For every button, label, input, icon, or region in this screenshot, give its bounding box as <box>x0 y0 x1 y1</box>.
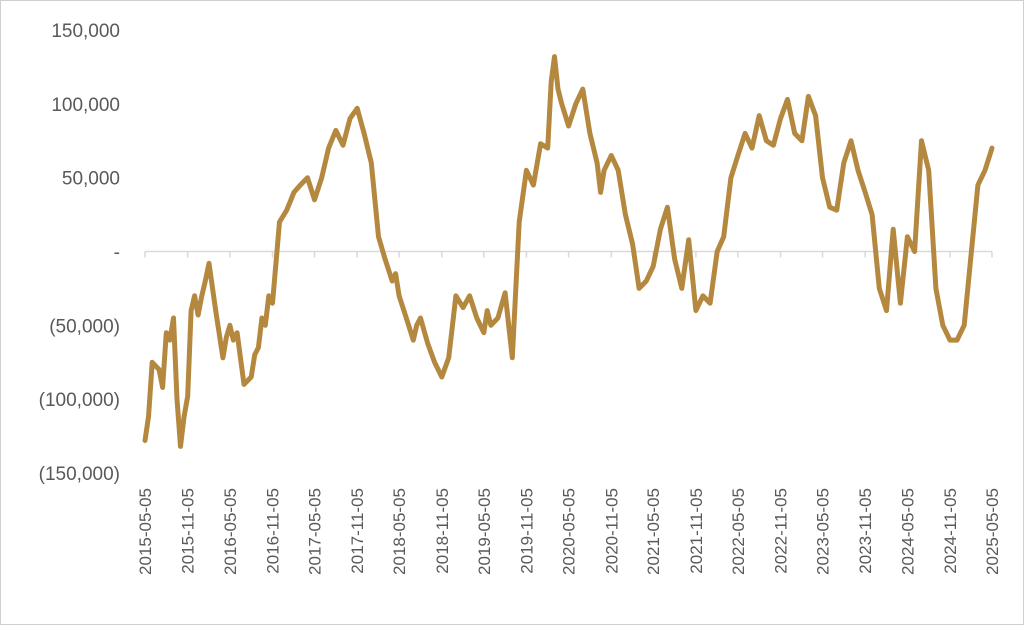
x-tick-label: 2018-05-05 <box>390 488 409 575</box>
x-tick-label: 2015-05-05 <box>136 488 155 575</box>
x-tick-label: 2017-05-05 <box>305 488 324 575</box>
x-axis-tick-labels: 2015-05-05 2015-11-05 2016-05-05 2016-11-05… <box>136 488 1002 575</box>
x-tick-label: 2020-11-05 <box>602 488 621 574</box>
y-tick-label: (100,000) <box>39 390 120 411</box>
y-tick-label: - <box>114 243 120 264</box>
x-tick-label: 2020-05-05 <box>560 488 579 575</box>
x-tick-label: 2025-05-05 <box>983 488 1002 575</box>
series-line <box>142 54 995 449</box>
y-tick-label: (50,000) <box>49 316 120 337</box>
x-axis-tick-marks <box>144 251 993 258</box>
y-tick-label: 100,000 <box>51 95 120 116</box>
x-tick-label: 2021-11-05 <box>687 488 706 574</box>
y-tick-label: 150,000 <box>51 21 120 42</box>
y-tick-label: 50,000 <box>62 169 120 190</box>
x-tick-label: 2017-11-05 <box>348 488 367 574</box>
x-tick-label: 2019-11-05 <box>517 488 536 574</box>
x-tick-label: 2019-05-05 <box>475 488 494 575</box>
x-tick-label: 2018-11-05 <box>433 488 452 574</box>
x-tick-label: 2021-05-05 <box>644 488 663 575</box>
x-tick-label: 2022-05-05 <box>729 488 748 575</box>
x-tick-label: 2024-05-05 <box>898 488 917 575</box>
x-tick-label: 2024-11-05 <box>941 488 960 574</box>
x-tick-label: 2016-05-05 <box>221 488 240 575</box>
x-tick-label: 2022-11-05 <box>772 488 791 574</box>
x-tick-label: 2023-11-05 <box>856 488 875 574</box>
x-tick-label: 2023-05-05 <box>814 488 833 575</box>
x-tick-label: 2015-11-05 <box>179 488 198 574</box>
y-tick-label: (150,000) <box>39 464 120 485</box>
x-tick-label: 2016-11-05 <box>264 488 283 574</box>
y-axis-tick-labels: 150,000 100,000 50,000 - (50,000) (100,000) (1… <box>39 21 120 485</box>
